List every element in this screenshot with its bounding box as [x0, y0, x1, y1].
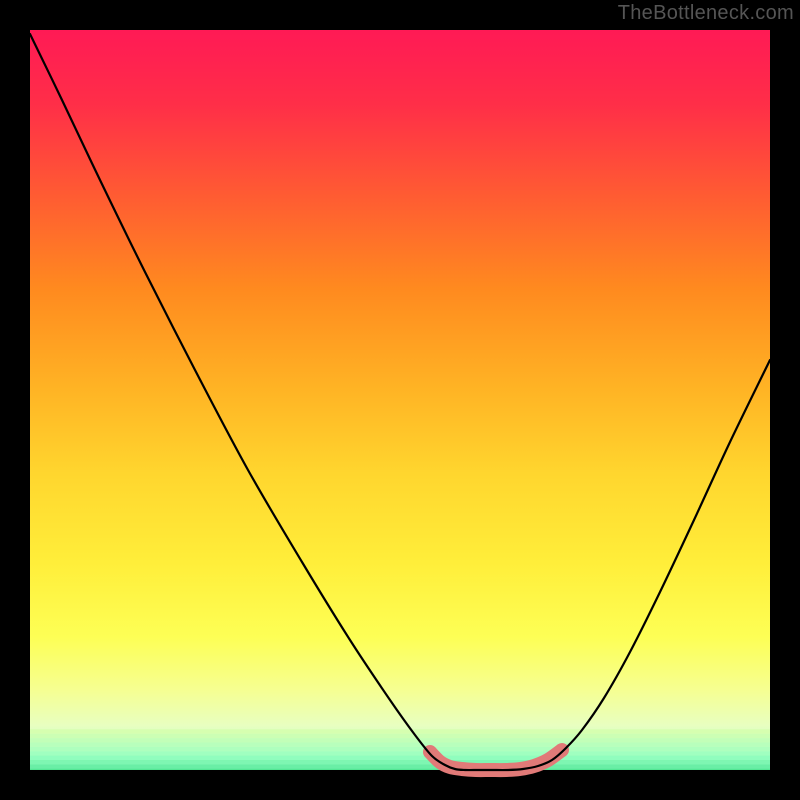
bottleneck-chart — [0, 0, 800, 800]
bottom-band — [30, 734, 770, 738]
bottom-band — [30, 743, 770, 747]
bottom-band — [30, 756, 770, 760]
bottom-band — [30, 751, 770, 755]
bottom-band — [30, 747, 770, 751]
plot-background — [30, 30, 770, 770]
bottom-band — [30, 729, 770, 733]
bottom-band — [30, 760, 770, 764]
bottom-band — [30, 738, 770, 742]
bottom-band — [30, 765, 770, 769]
bottom-band — [30, 769, 770, 770]
chart-container: TheBottleneck.com — [0, 0, 800, 800]
watermark-text: TheBottleneck.com — [618, 2, 794, 25]
